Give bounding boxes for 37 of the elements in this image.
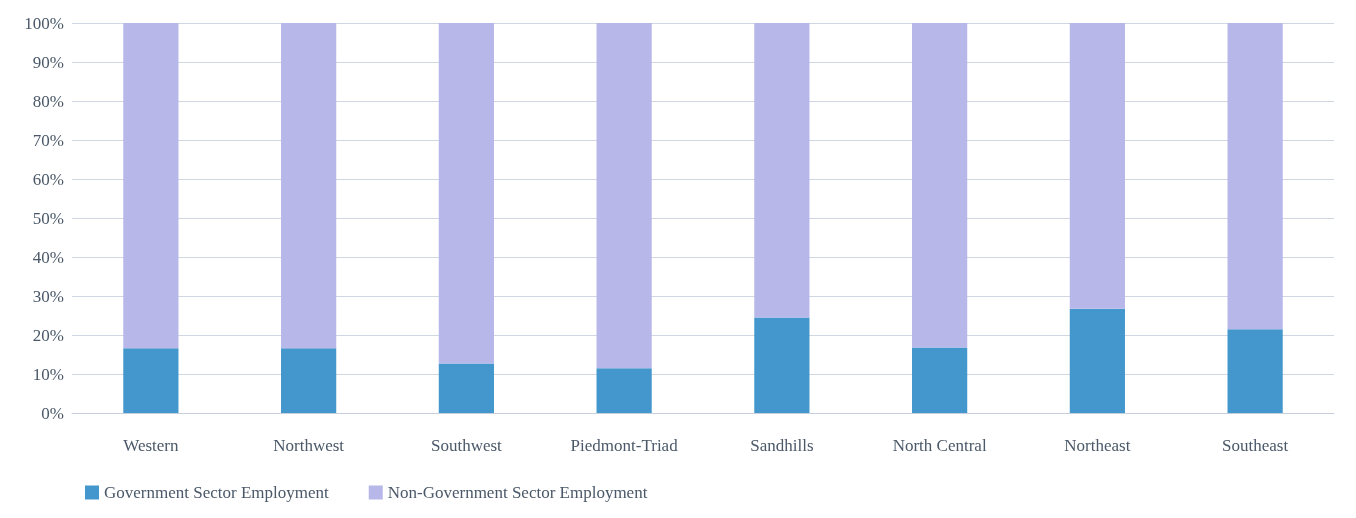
y-tick-label: 40% (32, 247, 64, 267)
y-tick-label: 0% (41, 403, 64, 423)
bar (281, 348, 337, 413)
bar (123, 23, 179, 349)
y-tick-label: 100% (24, 13, 64, 33)
y-tick-label: 30% (32, 286, 64, 306)
y-tick-label: 20% (32, 325, 64, 345)
bar (912, 347, 968, 413)
bar (1069, 23, 1125, 309)
bar (754, 23, 810, 318)
bar (438, 23, 494, 364)
x-tick-label: North Central (892, 436, 987, 455)
y-tick-label: 90% (32, 52, 64, 72)
legend-label: Non-Government Sector Employment (387, 483, 648, 502)
x-tick-label: Northwest (273, 436, 345, 455)
y-tick-label: 70% (32, 130, 64, 150)
bar (596, 23, 652, 369)
y-tick-label: 10% (32, 364, 64, 384)
bar (912, 23, 968, 348)
bar (1227, 329, 1283, 413)
bar (438, 363, 494, 413)
x-tick-label: Sandhills (750, 436, 814, 455)
bar (596, 368, 652, 413)
x-tick-label: Southeast (1222, 436, 1289, 455)
x-tick-label: Piedmont-Triad (570, 436, 679, 455)
bar (123, 348, 179, 413)
x-tick-label: Northeast (1064, 436, 1131, 455)
legend-label: Government Sector Employment (104, 483, 329, 502)
bar (754, 317, 810, 413)
y-tick-label: 80% (32, 91, 64, 111)
bar (1069, 308, 1125, 413)
x-tick-label: Western (123, 436, 180, 455)
y-tick-label: 50% (32, 208, 64, 228)
bar (1227, 23, 1283, 330)
y-tick-label: 60% (32, 169, 64, 189)
bar (281, 23, 337, 349)
x-tick-label: Southwest (430, 436, 503, 455)
